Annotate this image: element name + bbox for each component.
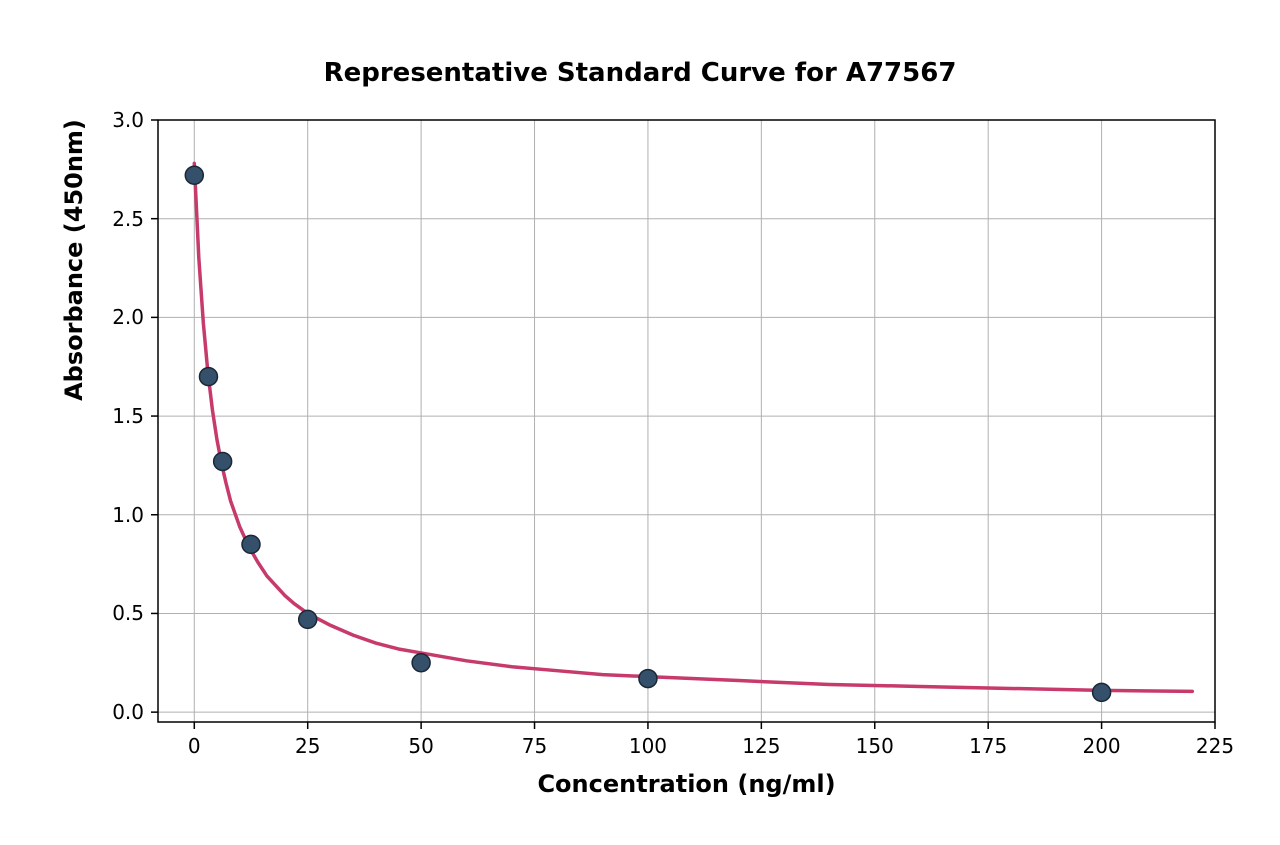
y-tick-label: 0.0 [112,700,144,724]
x-tick-label: 200 [1072,734,1132,758]
fitted-curve [194,163,1192,691]
tick-marks [151,120,1215,729]
x-tick-label: 75 [505,734,565,758]
chart-container: Representative Standard Curve for A77567… [0,0,1280,845]
y-tick-label: 2.0 [112,305,144,329]
x-tick-label: 125 [731,734,791,758]
data-point [299,610,317,628]
y-axis-label: Absorbance (450nm) [60,0,88,561]
y-tick-label: 2.5 [112,207,144,231]
grid-lines [158,120,1215,722]
x-tick-label: 100 [618,734,678,758]
x-tick-label: 175 [958,734,1018,758]
axes-spines [158,120,1215,722]
data-point [412,654,430,672]
x-tick-label: 0 [164,734,224,758]
x-tick-label: 50 [391,734,451,758]
data-point [639,670,657,688]
data-point [185,166,203,184]
y-tick-label: 3.0 [112,108,144,132]
chart-svg [0,0,1280,845]
data-point [1093,683,1111,701]
x-axis-label: Concentration (ng/ml) [158,770,1215,798]
chart-title: Representative Standard Curve for A77567 [0,58,1280,88]
y-tick-label: 1.5 [112,404,144,428]
data-point [242,535,260,553]
y-tick-label: 0.5 [112,601,144,625]
x-tick-label: 150 [845,734,905,758]
data-point [199,368,217,386]
data-point [214,452,232,470]
x-tick-label: 25 [278,734,338,758]
x-tick-label: 225 [1185,734,1245,758]
y-tick-label: 1.0 [112,503,144,527]
